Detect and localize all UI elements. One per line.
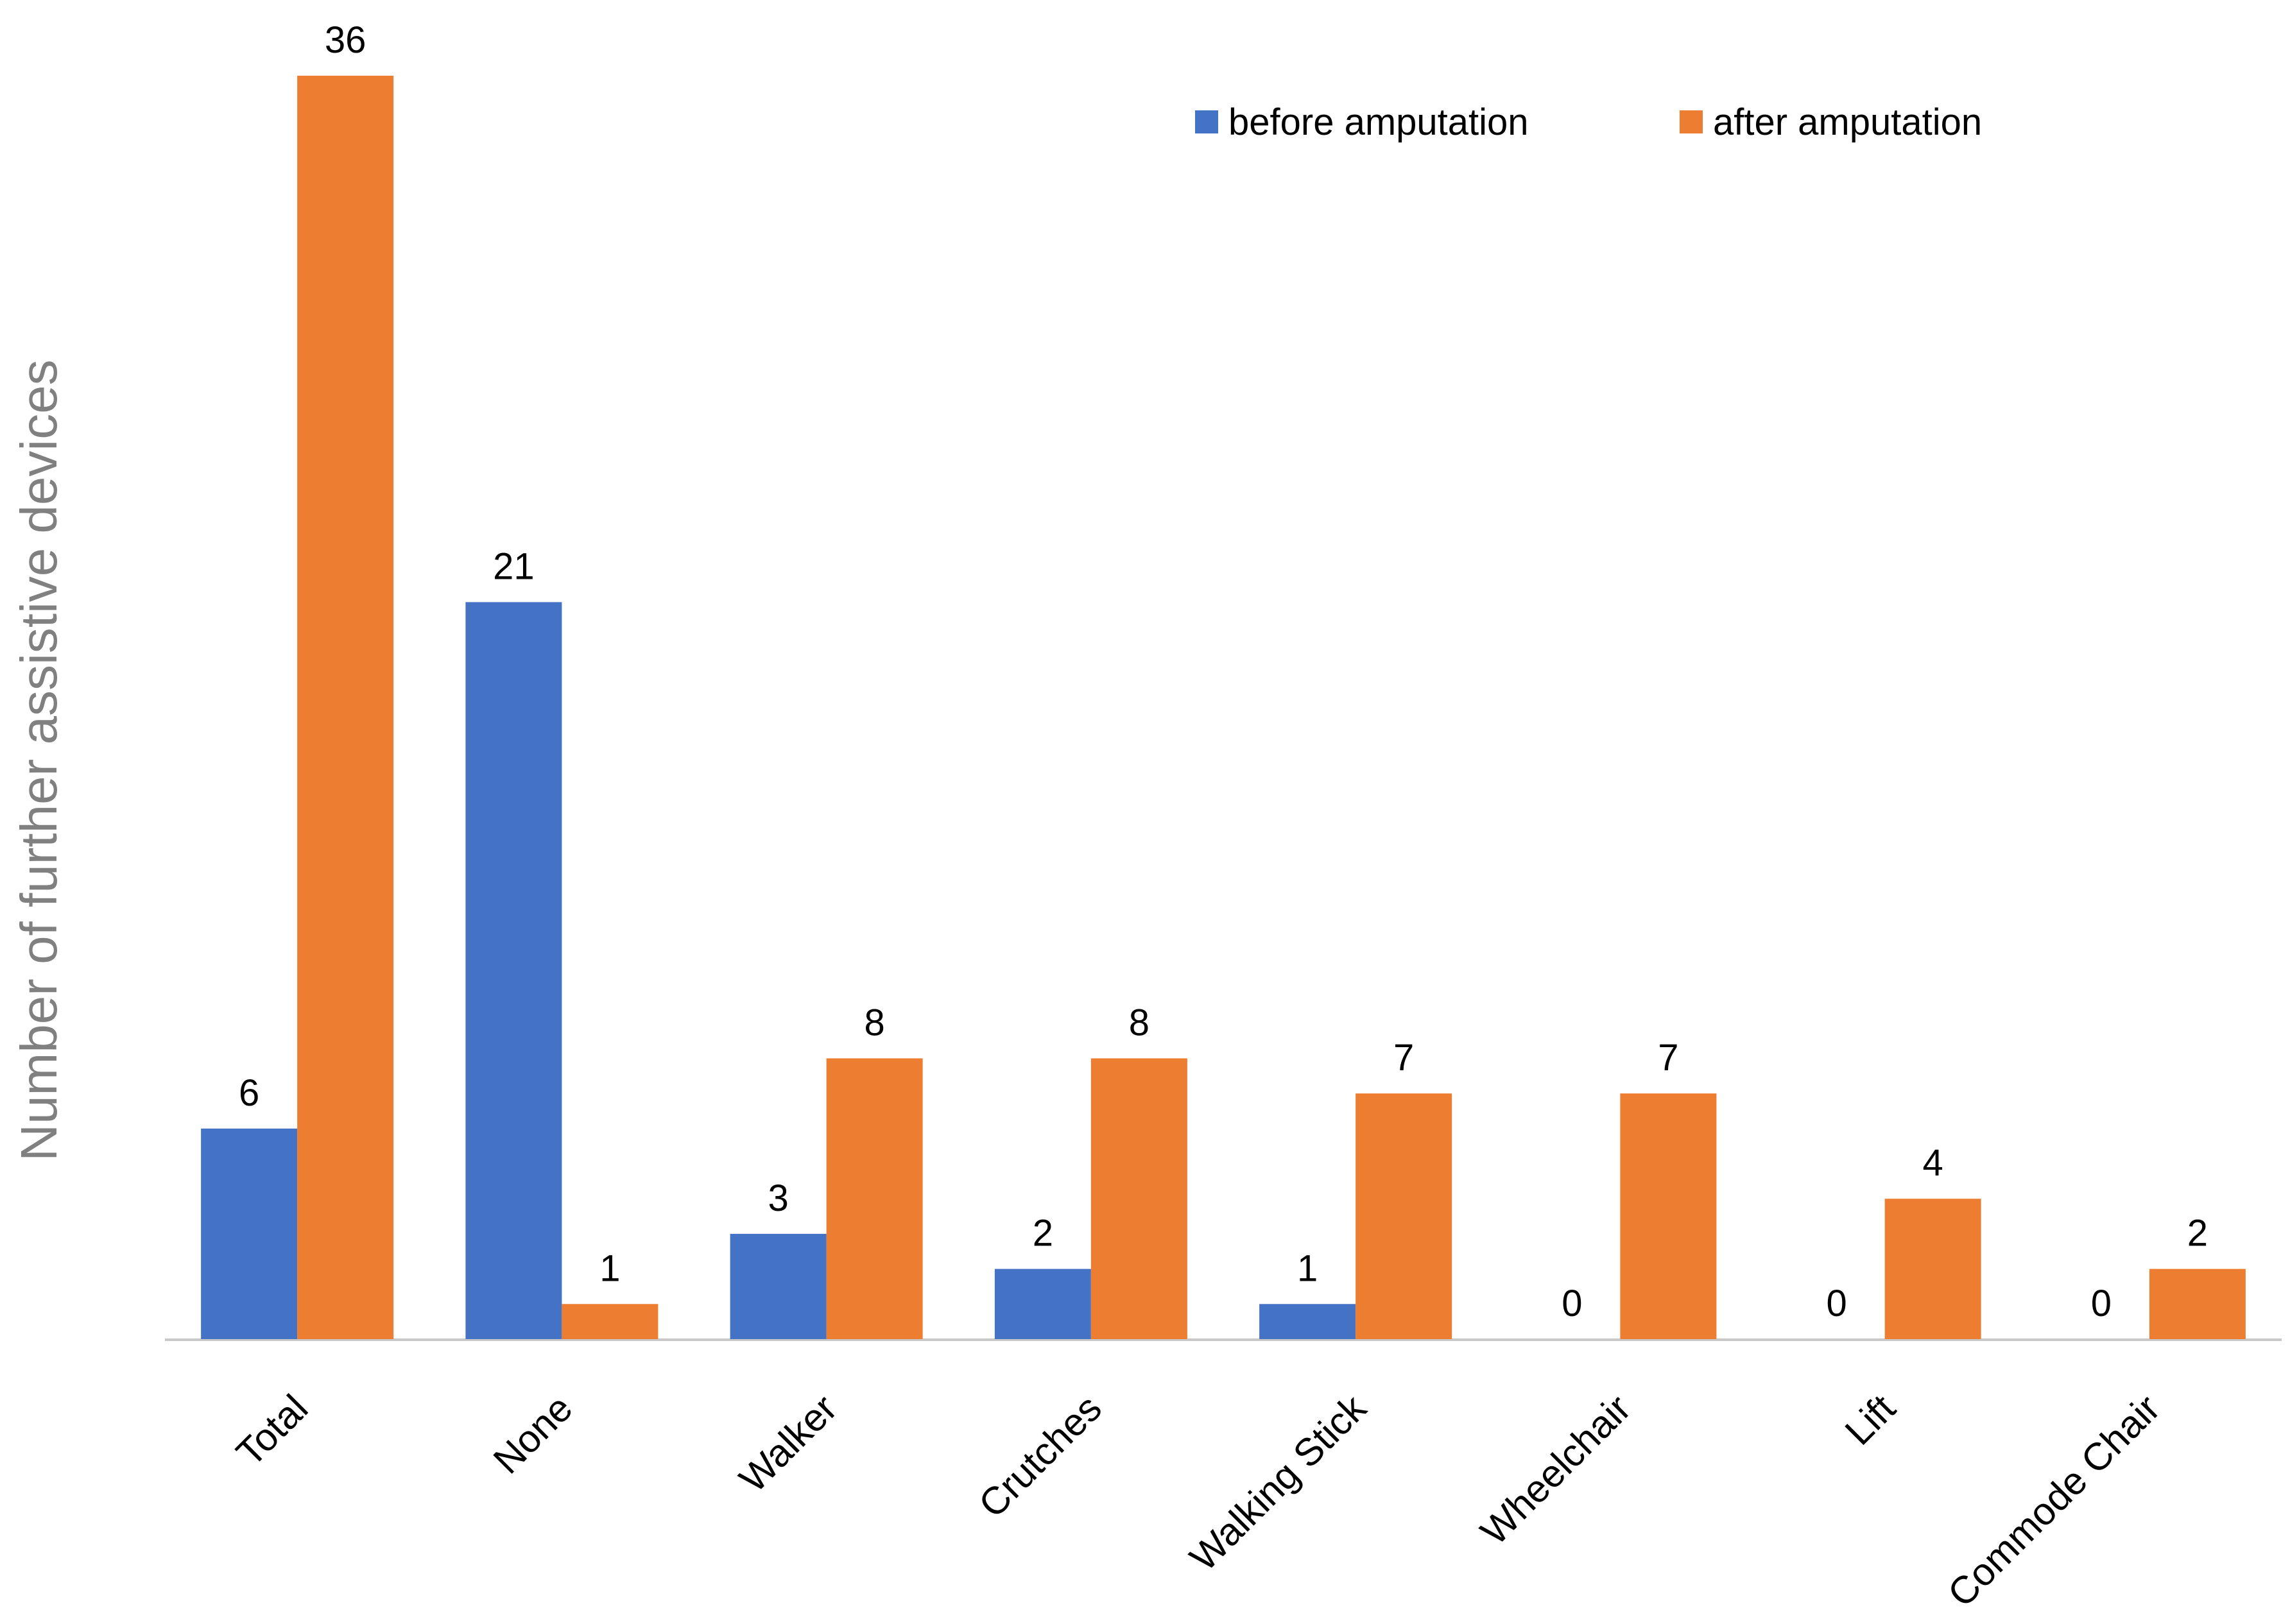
bar-before-amputation-none xyxy=(465,602,562,1339)
bars-group xyxy=(201,76,2246,1339)
value-label-after-amputation-total: 36 xyxy=(325,19,366,61)
x-tick-label-total: Total xyxy=(228,1387,316,1474)
legend-swatch-after-amputation xyxy=(1680,110,1703,133)
value-label-before-amputation-lift: 0 xyxy=(1826,1283,1847,1324)
bar-after-amputation-wheelchair xyxy=(1620,1093,1717,1339)
bar-after-amputation-crutches xyxy=(1090,1058,1187,1339)
y-axis-title: Number of further assistive devices xyxy=(10,359,67,1161)
bar-after-amputation-walking-stick xyxy=(1356,1093,1452,1339)
legend-swatch-before-amputation xyxy=(1195,110,1218,133)
bar-before-amputation-walker xyxy=(730,1233,827,1339)
legend-label-after-amputation: after amputation xyxy=(1713,101,1982,143)
x-tick-label-walking-stick: Walking Stick xyxy=(1182,1386,1375,1579)
bar-after-amputation-lift xyxy=(1884,1199,1981,1339)
value-label-after-amputation-commode-chair: 2 xyxy=(2187,1213,2208,1254)
x-tick-label-wheelchair: Wheelchair xyxy=(1472,1387,1639,1553)
x-tick-label-walker: Walker xyxy=(731,1387,845,1501)
value-label-after-amputation-lift: 4 xyxy=(1922,1142,1943,1184)
value-label-before-amputation-none: 21 xyxy=(493,545,535,587)
value-label-after-amputation-walker: 8 xyxy=(864,1002,884,1043)
x-tick-label-crutches: Crutches xyxy=(970,1387,1110,1526)
bar-after-amputation-commode-chair xyxy=(2149,1269,2246,1339)
value-labels-group: 6 36 21 1 3 8 2 8 1 7 0 7 0 4 0 2 xyxy=(239,19,2208,1324)
value-label-before-amputation-crutches: 2 xyxy=(1033,1213,1053,1254)
value-label-after-amputation-wheelchair: 7 xyxy=(1658,1037,1678,1079)
legend-label-before-amputation: before amputation xyxy=(1228,101,1529,143)
value-label-before-amputation-walker: 3 xyxy=(768,1177,788,1219)
bar-before-amputation-crutches xyxy=(994,1269,1091,1339)
value-label-after-amputation-crutches: 8 xyxy=(1129,1002,1149,1043)
bar-before-amputation-walking-stick xyxy=(1259,1304,1356,1339)
x-tick-label-lift: Lift xyxy=(1837,1387,1904,1453)
value-label-after-amputation-walking-stick: 7 xyxy=(1393,1037,1414,1079)
bar-before-amputation-total xyxy=(201,1128,298,1339)
x-tick-labels-group: Total None Walker Crutches Walking Stick Whee… xyxy=(228,1386,2168,1615)
y-axis-title-group: Number of further assistive devices xyxy=(10,359,67,1161)
bar-after-amputation-walker xyxy=(826,1058,923,1339)
value-label-before-amputation-walking-stick: 1 xyxy=(1297,1247,1318,1289)
x-tick-label-commode-chair: Commode Chair xyxy=(1940,1387,2168,1615)
value-label-before-amputation-wheelchair: 0 xyxy=(1562,1283,1582,1324)
legend: before amputation after amputation xyxy=(1195,101,1982,143)
bar-after-amputation-total xyxy=(297,76,394,1339)
value-label-before-amputation-total: 6 xyxy=(239,1072,259,1114)
x-tick-label-none: None xyxy=(485,1387,581,1482)
bar-after-amputation-none xyxy=(562,1304,659,1339)
value-label-after-amputation-none: 1 xyxy=(599,1247,620,1289)
value-label-before-amputation-commode-chair: 0 xyxy=(2091,1283,2112,1324)
